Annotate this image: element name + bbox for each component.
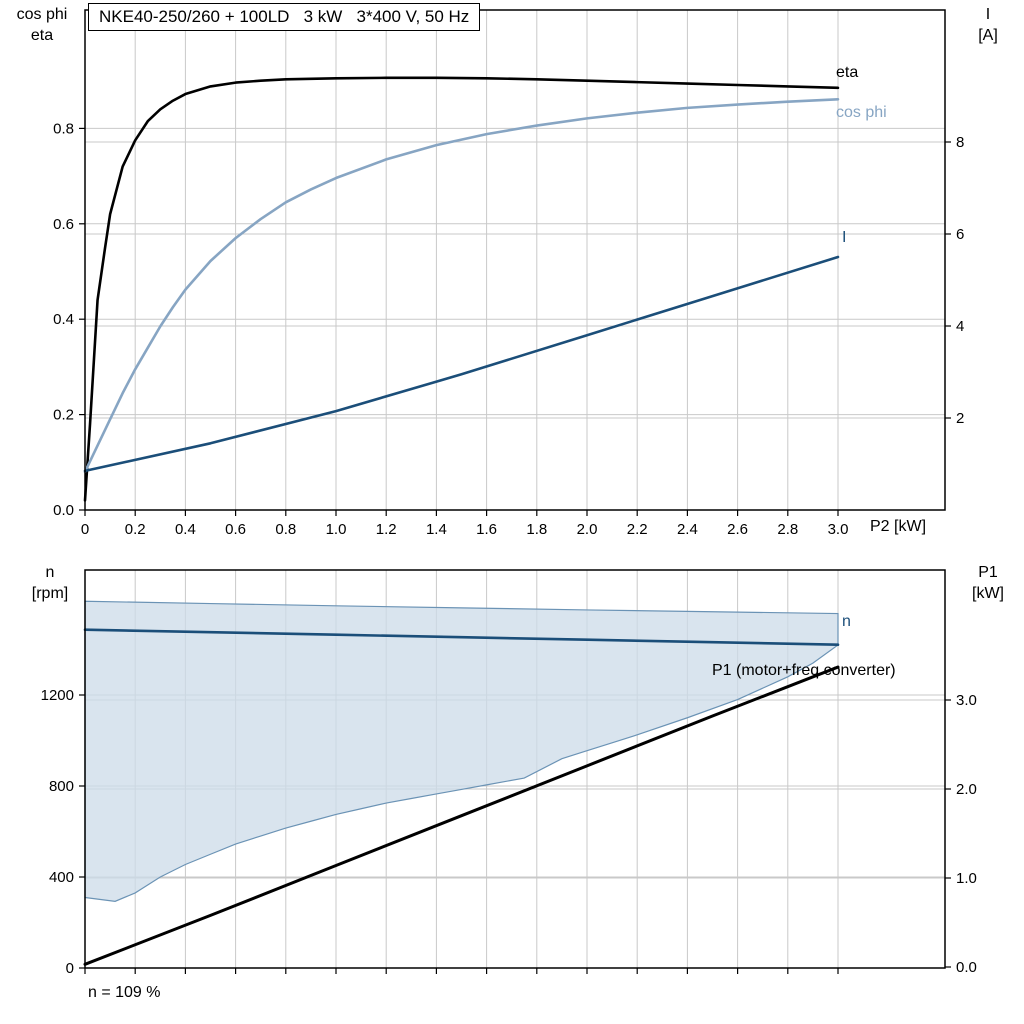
axis-label-current-unit: [A]	[978, 27, 998, 44]
curve-label-cosphi: cos phi	[836, 104, 887, 121]
axis-label-current: I	[985, 6, 991, 23]
svg-text:0: 0	[81, 521, 89, 538]
svg-text:2: 2	[956, 410, 964, 427]
svg-text:0.6: 0.6	[53, 216, 74, 233]
axis-label-p1: P1	[978, 564, 998, 581]
svg-text:1.2: 1.2	[376, 521, 397, 538]
svg-text:0.2: 0.2	[53, 407, 74, 424]
svg-text:1.4: 1.4	[426, 521, 447, 538]
svg-text:2.2: 2.2	[627, 521, 648, 538]
curve-label-p1: P1 (motor+freq.converter)	[712, 662, 896, 679]
bottom-right-axis-title: P1 [kW]	[960, 562, 1016, 604]
svg-text:1.8: 1.8	[526, 521, 547, 538]
svg-text:400: 400	[49, 869, 74, 886]
curve-label-current: I	[842, 229, 847, 246]
svg-text:0.4: 0.4	[53, 311, 74, 328]
svg-text:1200: 1200	[41, 687, 74, 704]
curve-label-speed: n	[842, 613, 851, 630]
axis-label-p1-unit: [kW]	[972, 585, 1004, 602]
svg-text:2.6: 2.6	[727, 521, 748, 538]
svg-text:3.0: 3.0	[956, 692, 977, 709]
svg-text:0: 0	[66, 960, 74, 977]
axis-label-speed-unit: [rpm]	[31, 585, 69, 602]
svg-text:6: 6	[956, 226, 964, 243]
svg-text:4: 4	[956, 318, 964, 335]
svg-text:2.8: 2.8	[777, 521, 798, 538]
svg-text:2.0: 2.0	[956, 781, 977, 798]
svg-text:1.0: 1.0	[326, 521, 347, 538]
bottom-left-axis-title: n [rpm]	[14, 562, 86, 604]
top-left-axis-title: cos phi eta	[2, 4, 82, 46]
svg-text:0.6: 0.6	[225, 521, 246, 538]
chart-title: NKE40-250/260 + 100LD 3 kW 3*400 V, 50 H…	[88, 3, 481, 31]
svg-text:2.0: 2.0	[577, 521, 598, 538]
svg-text:1.6: 1.6	[476, 521, 497, 538]
x-axis-label: P2 [kW]	[870, 518, 927, 535]
svg-text:8: 8	[956, 134, 964, 151]
svg-text:0.0: 0.0	[53, 502, 74, 519]
svg-text:0.8: 0.8	[53, 120, 74, 137]
svg-text:3.0: 3.0	[828, 521, 849, 538]
svg-text:0.2: 0.2	[125, 521, 146, 538]
curve-label-eta: eta	[836, 64, 859, 81]
axis-label-cosphi: cos phi	[16, 6, 68, 23]
svg-text:800: 800	[49, 778, 74, 795]
speed-range-envelope	[84, 600, 839, 902]
svg-text:0.4: 0.4	[175, 521, 196, 538]
axis-label-eta: eta	[30, 27, 54, 44]
top-right-axis-title: I [A]	[960, 4, 1016, 46]
speed-percent-note: n = 109 %	[88, 984, 161, 1001]
svg-text:0.8: 0.8	[275, 521, 296, 538]
axis-label-speed: n	[45, 564, 55, 581]
svg-text:0.0: 0.0	[956, 959, 977, 976]
svg-text:1.0: 1.0	[956, 870, 977, 887]
svg-text:2.4: 2.4	[677, 521, 698, 538]
